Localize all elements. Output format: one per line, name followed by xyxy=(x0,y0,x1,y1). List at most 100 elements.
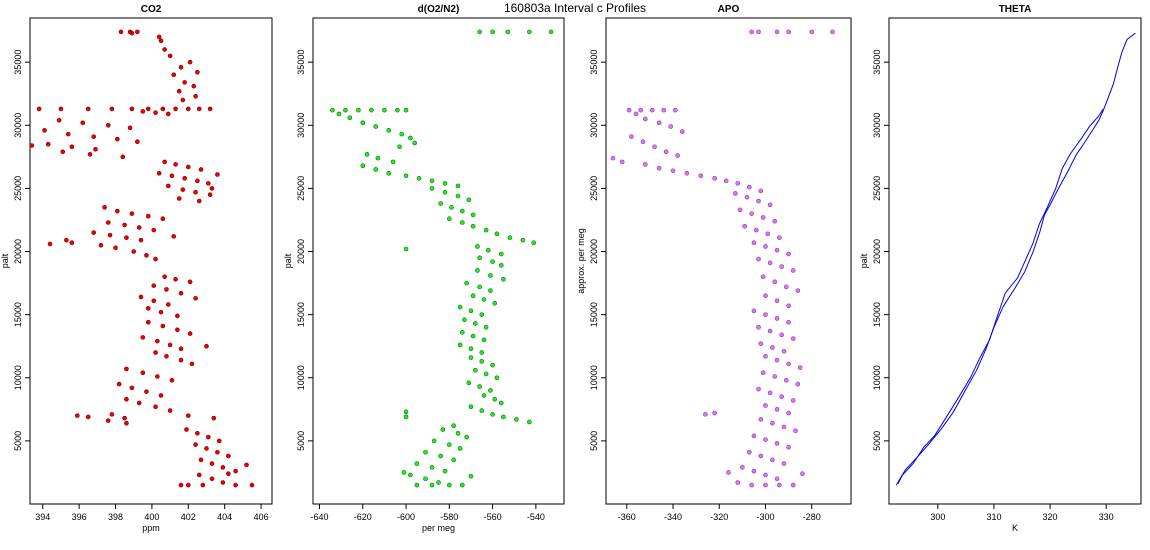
data-point xyxy=(462,317,467,322)
data-point xyxy=(735,181,741,186)
data-point xyxy=(189,361,195,367)
data-point xyxy=(178,290,184,296)
data-point xyxy=(442,189,448,195)
data-point xyxy=(124,420,129,426)
y-tick-label: 15000 xyxy=(589,302,599,327)
panel-theta: THETA 300 310 320 330 5000 10000 15000 20000 2500… xyxy=(859,4,1142,533)
data-point xyxy=(373,124,379,129)
data-point xyxy=(153,110,158,115)
data-point xyxy=(455,183,461,189)
data-point xyxy=(178,357,184,363)
data-point xyxy=(113,245,118,251)
data-point xyxy=(793,428,798,434)
data-point xyxy=(514,417,519,422)
data-point xyxy=(408,472,413,478)
data-point xyxy=(160,216,166,222)
data-point xyxy=(490,362,495,368)
data-point xyxy=(781,461,787,466)
y-tick-label: 35000 xyxy=(589,50,599,75)
data-point xyxy=(774,247,780,253)
y-tick-label: 10000 xyxy=(589,365,599,390)
data-point xyxy=(777,482,782,488)
data-point xyxy=(431,438,437,444)
data-point xyxy=(390,159,396,165)
x-tick-label: 400 xyxy=(144,512,159,522)
panel-d-o2-n2-: d(O2/N2) -640 -620 -600 -580 -560 -540 5000 1000… xyxy=(283,4,565,533)
data-point xyxy=(249,482,255,488)
data-point xyxy=(758,453,764,459)
panel-title: CO2 xyxy=(141,4,162,15)
data-point xyxy=(109,412,115,417)
data-point xyxy=(488,273,493,278)
data-point xyxy=(80,120,86,126)
y-tick-label: 20000 xyxy=(296,239,306,264)
data-point xyxy=(809,29,815,35)
data-point xyxy=(171,234,177,239)
data-point xyxy=(477,384,482,389)
data-point xyxy=(783,284,789,290)
data-point xyxy=(638,107,643,113)
data-point xyxy=(416,176,422,181)
data-point xyxy=(173,106,178,112)
data-point xyxy=(753,227,759,233)
data-point xyxy=(173,277,178,282)
y-tick-label: 25000 xyxy=(589,176,599,201)
x-tick-label: -340 xyxy=(664,512,682,522)
data-point xyxy=(429,482,435,488)
data-point xyxy=(173,162,178,167)
data-point xyxy=(115,208,120,214)
data-point xyxy=(481,297,487,302)
data-point xyxy=(468,404,474,410)
data-point xyxy=(145,306,151,311)
data-point xyxy=(767,328,773,334)
data-point xyxy=(153,404,158,410)
panel-title: d(O2/N2) xyxy=(418,4,460,15)
x-tick-label: 330 xyxy=(1099,512,1114,522)
data-point xyxy=(386,170,392,176)
data-point xyxy=(129,30,135,36)
x-tick-label: -300 xyxy=(756,512,774,522)
data-point xyxy=(47,241,53,247)
data-point xyxy=(797,365,803,370)
data-point xyxy=(220,465,226,470)
data-point xyxy=(492,300,498,306)
data-point xyxy=(187,279,193,285)
data-point xyxy=(626,107,632,113)
data-point xyxy=(790,268,796,273)
data-point xyxy=(436,480,441,485)
y-tick-label: 30000 xyxy=(872,113,882,138)
data-point xyxy=(175,313,180,319)
data-point xyxy=(679,129,685,134)
data-point xyxy=(703,412,708,417)
data-point xyxy=(193,93,198,99)
y-tick-label: 30000 xyxy=(296,113,306,138)
data-point xyxy=(656,120,662,126)
data-point xyxy=(184,427,189,432)
data-point xyxy=(723,178,729,184)
data-point xyxy=(155,338,160,344)
data-point xyxy=(466,197,472,203)
data-point xyxy=(466,380,472,386)
data-point xyxy=(207,192,213,198)
data-point xyxy=(122,415,127,421)
plot-frame xyxy=(605,17,852,505)
data-point xyxy=(488,388,493,393)
data-point xyxy=(336,111,342,117)
data-point xyxy=(774,476,780,482)
x-tick-label: 300 xyxy=(930,512,945,522)
data-point xyxy=(460,220,465,225)
data-point xyxy=(138,294,144,300)
data-point xyxy=(751,468,757,474)
data-point xyxy=(105,122,111,128)
theta-series-line-2 xyxy=(897,108,1104,485)
y-axis-label: approx. per meg xyxy=(576,228,586,294)
data-point xyxy=(747,449,752,455)
data-point xyxy=(136,400,142,406)
data-point xyxy=(531,240,537,245)
data-point xyxy=(779,264,784,269)
y-axis-label: palt xyxy=(859,253,869,268)
data-point xyxy=(483,324,489,330)
data-point xyxy=(772,374,778,379)
panel-co2: CO2 394 396 398 400 402 404 406 5000 10000 15000 20… xyxy=(0,4,273,533)
panel-title: APO xyxy=(718,4,740,15)
